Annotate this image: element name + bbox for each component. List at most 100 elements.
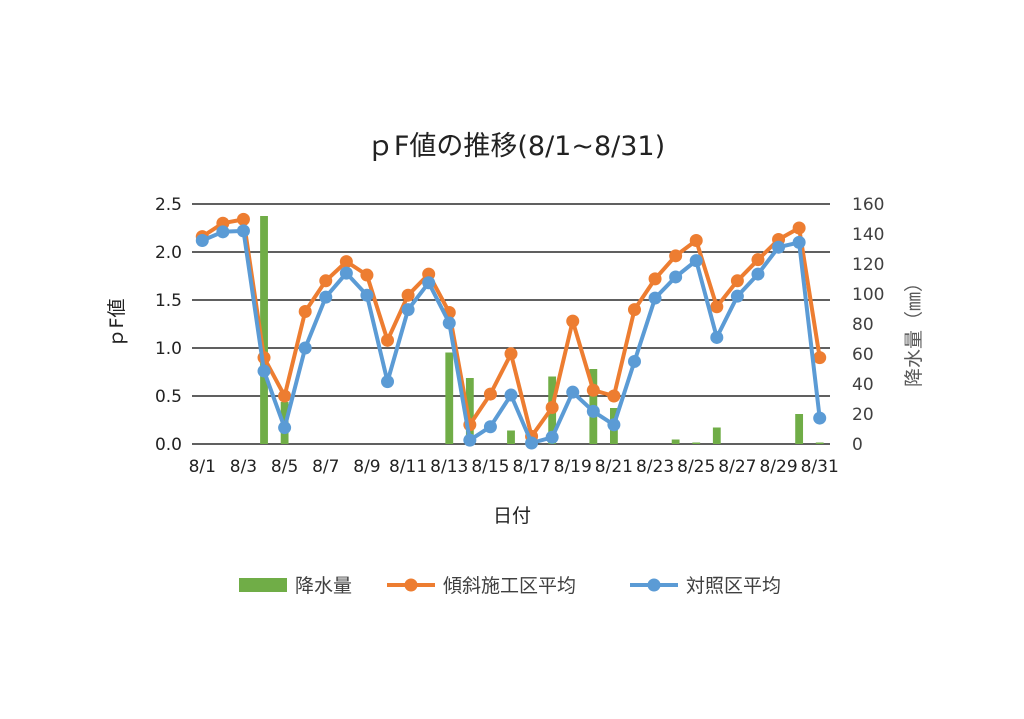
y-left-tick-label: 2.0 — [155, 243, 182, 263]
y-right-tick-label: 60 — [852, 345, 874, 365]
series-point — [319, 274, 333, 288]
precipitation-bar — [445, 352, 454, 444]
x-tick-label: 8/7 — [312, 457, 339, 477]
precipitation-bar — [795, 414, 804, 444]
legend: 降水量 傾斜施工区平均 対照区平均 — [239, 575, 781, 597]
series-point — [627, 303, 641, 317]
x-axis-title: 日付 — [493, 505, 531, 527]
series-point — [483, 420, 497, 434]
x-tick-label: 8/29 — [759, 457, 797, 477]
x-tick-label: 8/15 — [471, 457, 509, 477]
legend-label: 対照区平均 — [686, 575, 781, 597]
series-point — [607, 418, 621, 432]
series-point — [236, 224, 250, 238]
series-point — [381, 333, 395, 347]
series-point — [360, 268, 374, 282]
series-line — [200, 228, 822, 445]
x-tick-label: 8/25 — [677, 457, 715, 477]
series-point — [463, 433, 477, 447]
series-point — [442, 316, 456, 330]
series-point — [751, 253, 765, 267]
y-right-tick-label: 160 — [852, 195, 884, 215]
series-point — [339, 255, 353, 269]
y-right-tick-label: 140 — [852, 225, 884, 245]
x-tick-label: 8/19 — [554, 457, 592, 477]
y-left-tick-label: 1.0 — [155, 339, 182, 359]
series-point — [813, 351, 827, 365]
series-point — [504, 388, 518, 402]
y-left-tick-label: 0.0 — [155, 435, 182, 455]
y-axis-left-title: ｐF値 — [106, 299, 128, 348]
series-point — [792, 221, 806, 235]
series-point — [422, 276, 436, 290]
series-point — [298, 341, 312, 355]
series-point — [586, 404, 600, 418]
series-point — [545, 401, 559, 415]
series-point — [298, 305, 312, 319]
y-left-tick-label: 2.5 — [155, 195, 182, 215]
series-point — [195, 233, 209, 247]
x-tick-label: 8/9 — [353, 457, 380, 477]
left-axis-ticks: 0.0 0.5 1.0 1.5 2.0 2.5 — [155, 195, 182, 455]
series-point — [751, 267, 765, 281]
series-point — [710, 300, 724, 314]
y-right-tick-label: 100 — [852, 285, 884, 305]
precipitation-bar — [671, 439, 680, 444]
series-point — [216, 225, 230, 239]
x-tick-label: 8/1 — [189, 457, 216, 477]
series-point — [792, 235, 806, 249]
series-point — [566, 314, 580, 328]
precipitation-bar — [507, 430, 515, 444]
series-point — [627, 354, 641, 368]
x-tick-label: 8/31 — [801, 457, 839, 477]
series-point — [607, 389, 621, 403]
precipitation-bars — [260, 216, 824, 444]
legend-swatch-marker — [647, 578, 661, 592]
series-point — [257, 364, 271, 378]
x-tick-label: 8/21 — [595, 457, 633, 477]
series-point — [319, 290, 333, 304]
series-point — [813, 411, 827, 425]
right-axis-ticks: 0 20 40 60 80 100 120 140 160 — [852, 195, 884, 455]
precipitation-bar — [260, 216, 268, 444]
series-point — [669, 270, 683, 284]
precipitation-bar — [692, 442, 701, 444]
series-point — [483, 387, 497, 401]
legend-swatch-bar — [239, 578, 287, 592]
series-point — [236, 212, 250, 226]
series-point — [360, 288, 374, 302]
legend-label: 傾斜施工区平均 — [443, 575, 576, 597]
x-axis-ticks: 8/1 8/3 8/5 8/7 8/9 8/11 8/13 8/15 8/17 8/19 8/21 8… — [189, 457, 839, 477]
y-left-tick-label: 0.5 — [155, 387, 182, 407]
series-point — [669, 249, 683, 263]
x-tick-label: 8/23 — [636, 457, 674, 477]
precipitation-bar — [465, 378, 474, 444]
chart-title: ｐF値の推移(8/1~8/31) — [367, 131, 665, 162]
series-point — [278, 389, 292, 403]
pf-lines — [195, 212, 827, 450]
series-point — [278, 421, 292, 435]
series-point — [401, 303, 415, 317]
precipitation-bar — [712, 427, 721, 444]
series-point — [689, 254, 703, 268]
series-point — [730, 274, 744, 288]
series-point — [339, 266, 353, 280]
series-point — [525, 436, 539, 450]
series-point — [566, 385, 580, 399]
y-axis-right-title: 降水量（㎜） — [903, 273, 925, 387]
series-point — [545, 430, 559, 444]
x-tick-label: 8/13 — [430, 457, 468, 477]
x-tick-label: 8/3 — [230, 457, 257, 477]
x-tick-label: 8/27 — [718, 457, 756, 477]
series-point — [772, 240, 786, 254]
legend-label: 降水量 — [295, 575, 352, 597]
series-point — [648, 272, 662, 286]
x-tick-label: 8/11 — [389, 457, 427, 477]
series-point — [586, 383, 600, 397]
series-point — [730, 289, 744, 303]
y-right-tick-label: 120 — [852, 255, 884, 275]
series-point — [689, 233, 703, 247]
y-left-tick-label: 1.5 — [155, 291, 182, 311]
series-point — [648, 291, 662, 305]
